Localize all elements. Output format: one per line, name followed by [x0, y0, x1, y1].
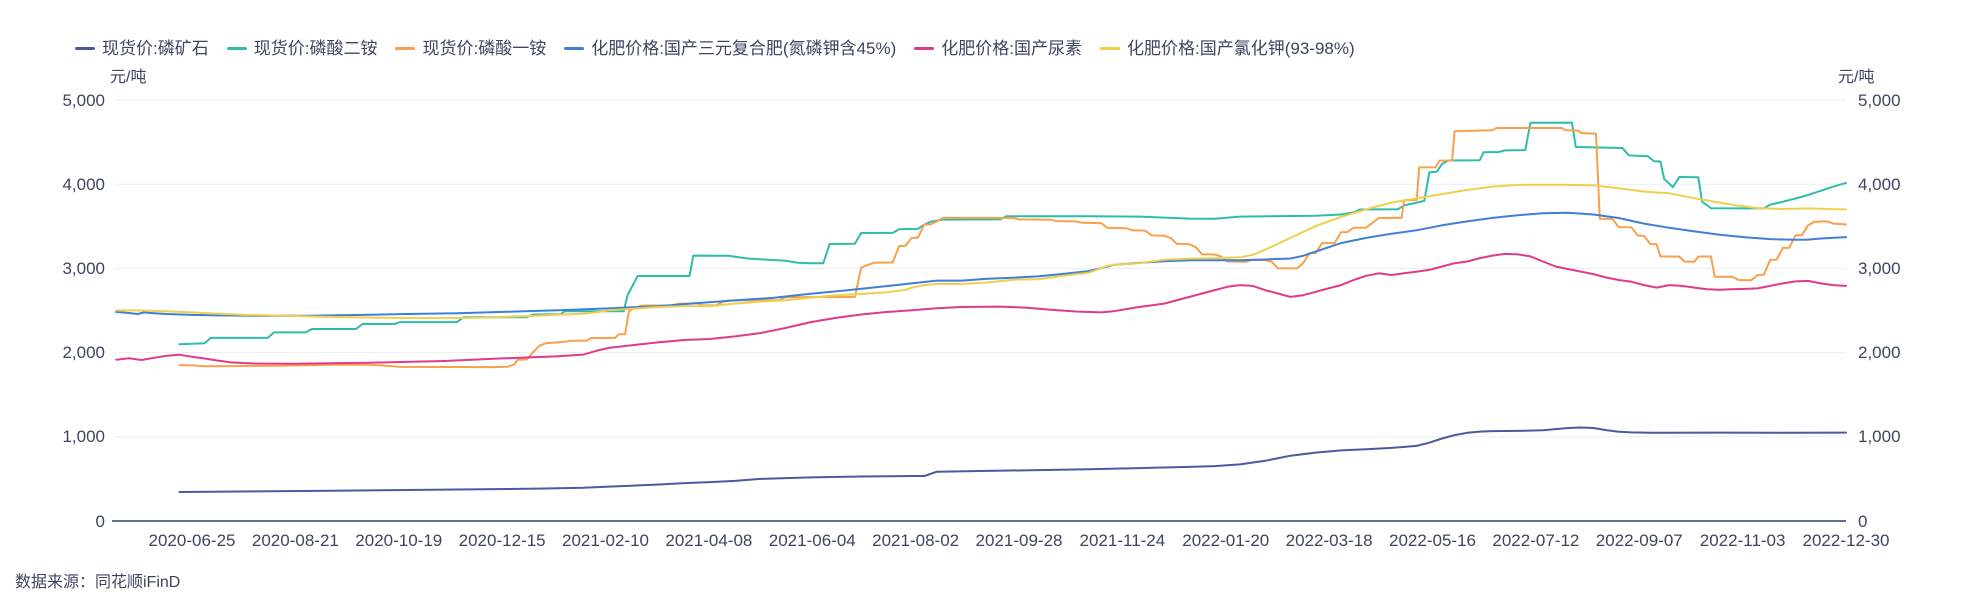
x-tick-2020-06-25: 2020-06-25	[148, 531, 236, 550]
legend-label: 现货价:磷酸二铵	[253, 39, 378, 58]
y-tick-left-4,000: 4,000	[62, 174, 105, 194]
legend-dash-icon	[395, 47, 416, 50]
x-tick-2022-07-12: 2022-07-12	[1492, 531, 1580, 550]
legend-dash-icon	[226, 47, 247, 50]
legend-label: 现货价:磷酸一铵	[422, 39, 547, 58]
y-axis-unit-right: 元/吨	[1838, 69, 1875, 86]
y-tick-right-0: 0	[1858, 511, 1868, 531]
x-tick-2022-09-07: 2022-09-07	[1595, 531, 1683, 550]
line-potassium_chloride	[115, 183, 1847, 320]
legend-item-phosphate_rock[interactable]: 现货价:磷矿石	[75, 40, 209, 57]
legend-item-npk_compound_fertilizer[interactable]: 化肥价格:国产三元复合肥(氮磷钾含45%)	[564, 40, 896, 57]
line-monoammonium_phosphate	[178, 127, 1847, 369]
y-tick-right-1,000: 1,000	[1858, 427, 1901, 447]
legend-item-diammonium_phosphate[interactable]: 现货价:磷酸二铵	[226, 39, 378, 58]
x-tick-2020-12-15: 2020-12-15	[458, 531, 546, 550]
x-tick-2022-05-16: 2022-05-16	[1389, 531, 1476, 550]
x-tick-2022-11-03: 2022-11-03	[1699, 531, 1786, 550]
x-tick-2021-08-02: 2021-08-02	[872, 531, 960, 550]
data-source-text: 数据来源：同花顺iFinD	[15, 574, 181, 591]
y-tick-right-3,000: 3,000	[1858, 258, 1901, 278]
y-tick-left-3,000: 3,000	[62, 258, 105, 278]
legend-label: 化肥价格:国产三元复合肥(氮磷钾含45%)	[591, 39, 897, 58]
x-tick-2020-10-19: 2020-10-19	[355, 531, 443, 550]
legend-label: 化肥价格:国产尿素	[941, 39, 1083, 58]
x-tick-2021-04-08: 2021-04-08	[665, 531, 753, 550]
y-tick-left-2,000: 2,000	[62, 343, 105, 363]
legend-dash-icon	[564, 47, 585, 50]
chart-legend: 现货价:磷矿石 现货价:磷酸二铵 现货价:磷酸一铵 化肥价格:国产三元复合肥(氮磷钾含…	[75, 40, 1355, 57]
legend-item-monoammonium_phosphate[interactable]: 现货价:磷酸一铵	[395, 40, 546, 57]
y-tick-left-5,000: 5,000	[62, 90, 105, 110]
y-tick-right-4,000: 4,000	[1858, 174, 1901, 194]
x-tick-2021-02-10: 2021-02-10	[562, 531, 649, 550]
y-tick-left-1,000: 1,000	[62, 427, 105, 447]
x-tick-2021-09-28: 2021-09-28	[975, 531, 1063, 550]
y-tick-right-2,000: 2,000	[1858, 343, 1901, 363]
x-tick-2022-12-30: 2022-12-30	[1802, 531, 1890, 550]
x-tick-2022-03-18: 2022-03-18	[1285, 531, 1373, 550]
y-axis-unit-left: 元/吨	[110, 69, 147, 86]
legend-dash-icon	[75, 47, 95, 50]
legend-item-potassium_chloride[interactable]: 化肥价格:国产氯化钾(93-98%)	[1100, 40, 1355, 57]
y-tick-right-5,000: 5,000	[1858, 90, 1901, 110]
legend-item-urea[interactable]: 化肥价格:国产尿素	[914, 40, 1082, 57]
x-tick-2022-01-20: 2022-01-20	[1182, 531, 1270, 550]
legend-dash-icon	[914, 47, 935, 50]
legend-label: 化肥价格:国产氯化钾(93-98%)	[1127, 39, 1355, 58]
legend-dash-icon	[1100, 47, 1121, 50]
x-tick-2021-06-04: 2021-06-04	[768, 531, 856, 550]
y-tick-left-0: 0	[95, 511, 105, 531]
line-npk_compound_fertilizer	[115, 211, 1847, 317]
x-tick-2020-08-21: 2020-08-21	[251, 531, 339, 550]
line-urea	[115, 252, 1847, 365]
x-tick-2021-11-24: 2021-11-24	[1079, 531, 1166, 550]
legend-label: 现货价:磷矿石	[102, 39, 209, 58]
line-phosphate_rock	[178, 426, 1847, 493]
